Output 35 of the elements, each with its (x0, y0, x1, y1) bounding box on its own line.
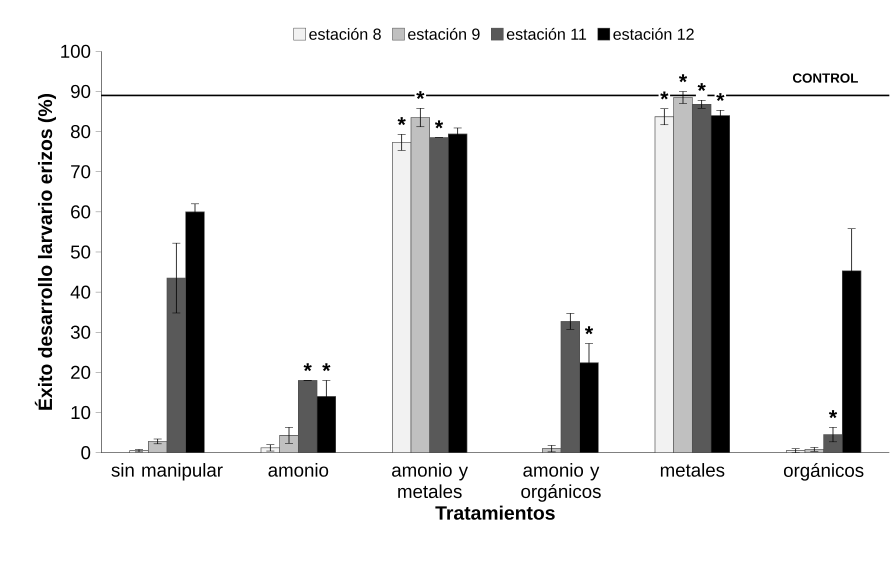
data-label: * (398, 117, 406, 126)
data-label: * (584, 326, 594, 334)
y-tick-label: 30 (70, 326, 90, 339)
data-label: * (434, 120, 444, 128)
x-axis-title: Tratamientos (435, 506, 555, 520)
data-label: * (416, 91, 424, 100)
x-tick-label: sin manipular (112, 463, 223, 480)
y-tick-label: 10 (72, 406, 90, 420)
x-tick-label: amonio y metales (392, 463, 468, 498)
y-tick-label: 80 (70, 124, 90, 138)
legend-label: estación 12 (613, 28, 694, 40)
data-label: * (716, 93, 724, 102)
y-tick-label: 20 (71, 366, 90, 379)
data-label: * (660, 92, 668, 100)
x-tick-label: metales (660, 463, 724, 477)
y-tick-label: 0 (81, 446, 90, 460)
y-tick-label: 100 (61, 44, 90, 58)
y-tick-label: 70 (71, 165, 90, 178)
data-label: * (678, 74, 688, 82)
y-tick-label: 50 (70, 245, 90, 259)
x-tick-label: amonio (268, 463, 328, 477)
legend-label: estación 9 (408, 28, 480, 40)
ref-line-label: CONTROL (792, 73, 858, 83)
legend-label: estación 8 (309, 28, 381, 40)
data-label: * (698, 83, 706, 92)
x-tick-label: amonio y orgánicos (521, 463, 601, 502)
y-axis-title: Éxito desarrollo larvario erizos (%) (34, 94, 56, 410)
y-tick-label: 90 (71, 84, 90, 98)
data-label: * (304, 363, 312, 372)
x-tick-label: orgánicos (784, 463, 864, 481)
y-tick-label: 40 (70, 285, 90, 299)
legend-label: estación 11 (506, 28, 586, 40)
data-label: * (322, 363, 330, 372)
y-tick-label: 60 (71, 205, 90, 218)
data-label: * (828, 410, 838, 418)
